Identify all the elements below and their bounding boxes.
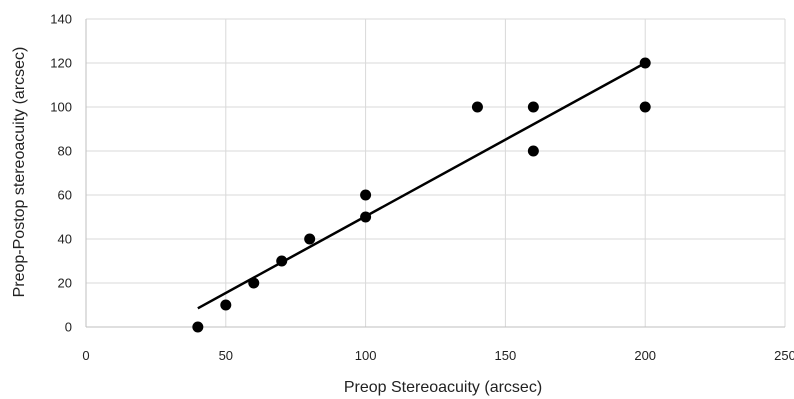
data-point-0-11 (639, 101, 651, 113)
trendline (197, 61, 646, 310)
x-tick-label-5: 250 (774, 348, 794, 363)
data-point-0-9 (527, 145, 539, 157)
y-axis-label: Preop-Postop stereoacuity (arcsec) (11, 47, 28, 298)
data-point-0-1 (220, 299, 232, 311)
x-tick-label-4: 200 (634, 348, 656, 363)
data-point-0-6 (360, 189, 372, 201)
tick-labels: 0 50 100 150 200 250 0 20 40 60 80 100 120 140 (50, 12, 794, 364)
x-tick-label-2: 100 (355, 348, 377, 363)
data-point-0-4 (304, 233, 316, 245)
axes (85, 19, 785, 328)
data-point-0-8 (527, 101, 539, 113)
x-tick-label-1: 50 (219, 348, 233, 363)
y-tick-label-3: 60 (58, 188, 72, 203)
y-tick-label-0: 0 (65, 320, 72, 335)
x-tick-label-3: 150 (495, 348, 517, 363)
y-tick-label-7: 140 (50, 12, 72, 27)
data-point-0-2 (248, 277, 260, 289)
y-tick-label-6: 120 (50, 56, 72, 71)
data-point-0-7 (471, 101, 483, 113)
y-tick-label-5: 100 (50, 100, 72, 115)
gridlines (85, 18, 786, 328)
data-point-0-10 (639, 57, 651, 69)
x-axis-label: Preop Stereoacuity (arcsec) (344, 379, 542, 396)
data-point-0-5 (360, 211, 372, 223)
y-tick-label-1: 20 (58, 276, 72, 291)
data-point-0-3 (276, 255, 288, 267)
data-points (192, 57, 651, 333)
x-tick-label-0: 0 (82, 348, 89, 363)
y-tick-label-2: 40 (58, 232, 72, 247)
y-tick-label-4: 80 (58, 144, 72, 159)
data-point-0-0 (192, 321, 204, 333)
